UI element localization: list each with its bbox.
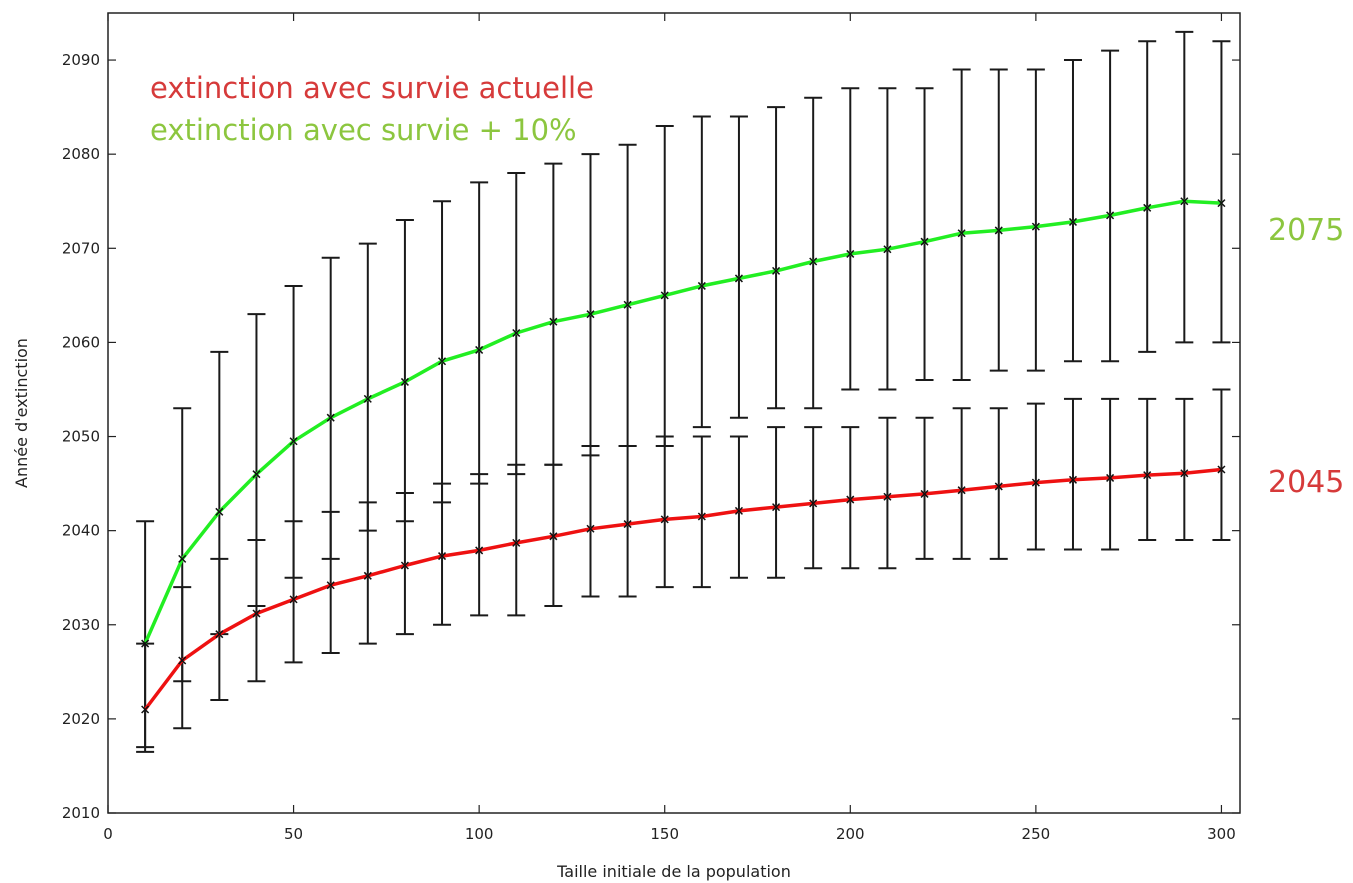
y-tick-label-2: 2030 bbox=[62, 616, 100, 634]
x-tick-label-6: 300 bbox=[1207, 825, 1236, 843]
end-label-green: 2075 bbox=[1268, 213, 1344, 248]
y-tick-label-5: 2060 bbox=[62, 333, 100, 351]
legend-entry-1: extinction avec survie + 10% bbox=[150, 113, 577, 147]
y-tick-label-8: 2090 bbox=[62, 51, 100, 69]
x-tick-label-3: 150 bbox=[650, 825, 679, 843]
x-axis-label: Taille initiale de la population bbox=[556, 862, 791, 881]
y-tick-label-3: 2040 bbox=[62, 522, 100, 540]
x-tick-label-2: 100 bbox=[465, 825, 494, 843]
y-tick-label-4: 2050 bbox=[62, 428, 100, 446]
end-label-red: 2045 bbox=[1268, 465, 1344, 500]
y-axis-label: Année d'extinction bbox=[12, 338, 31, 488]
x-tick-label-4: 200 bbox=[836, 825, 865, 843]
x-tick-label-1: 50 bbox=[284, 825, 303, 843]
legend-entry-0: extinction avec survie actuelle bbox=[150, 71, 594, 105]
x-tick-label-0: 0 bbox=[103, 825, 113, 843]
y-tick-label-1: 2020 bbox=[62, 710, 100, 728]
x-tick-label-5: 250 bbox=[1022, 825, 1051, 843]
y-tick-label-7: 2080 bbox=[62, 145, 100, 163]
y-tick-label-0: 2010 bbox=[62, 804, 100, 822]
y-tick-label-6: 2070 bbox=[62, 239, 100, 257]
